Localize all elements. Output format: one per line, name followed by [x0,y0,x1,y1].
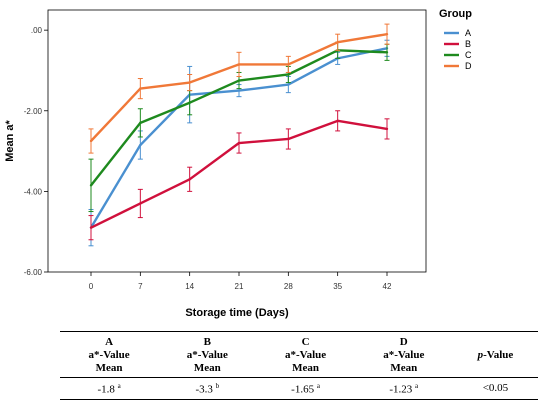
legend-label: C [465,50,472,60]
col-pvalue-spacer [452,331,538,349]
data-point [287,63,290,66]
legend-item-a: A [444,28,471,38]
col-c-value-num: -1.65 [291,383,315,396]
legend-item-b: B [444,39,471,49]
col-d-metric: a*-Value [383,349,425,361]
data-point [336,119,339,123]
data-point [385,32,389,36]
x-axis-title: Storage time (Days) [185,307,289,319]
data-point [188,81,191,84]
chart-svg: 0 7 14 21 28 35 42 .00 -2.00 -4.00 -6.00 Storage … [4,8,472,319]
col-b-value: -3.3 b [158,377,257,400]
col-d-name: D [354,331,453,349]
data-point [385,127,389,131]
col-a-metric: a*-Value [88,349,130,361]
data-point [89,139,93,143]
table-value-row: -1.8 a -3.3 b -1.65 a -1.23 a <0.05 [60,377,538,400]
pvalue-header-rest: -Value [483,349,514,361]
col-c-stat: Mean [256,362,355,378]
col-d-sig-letter: a [415,382,419,390]
x-tick-label: 42 [383,282,392,291]
data-point [287,137,290,141]
x-tick-label: 21 [235,282,244,291]
x-tick-label: 0 [89,282,94,291]
data-point [188,178,191,181]
col-d-stat: Mean [354,362,453,378]
pvalue-header-italic: p [477,349,484,361]
y-tick-label: -4.00 [24,187,43,196]
data-point [237,63,241,66]
col-a-name: A [60,331,159,349]
col-d-value: -1.23 a [354,377,453,400]
pvalue-header: p-Value [453,349,538,362]
y-axis-title: Mean a* [4,119,16,161]
data-point [139,87,142,90]
x-tick-label: 14 [185,282,194,291]
col-b-sig-letter: b [215,382,220,390]
data-point [139,143,142,147]
stats-table: A B C D a*-Value a*-Value a*-Value a*-Va… [60,331,538,400]
x-tick-label: 35 [333,282,342,291]
data-point [287,83,290,86]
col-a-value: -1.8 a [60,377,159,400]
col-a-stat: Mean [60,362,159,378]
col-c-value: -1.65 a [256,377,355,400]
data-point [237,141,241,145]
plot-frame [47,9,427,273]
data-point [385,51,389,54]
y-tick-label: -2.00 [24,107,43,116]
legend-label: A [465,28,471,38]
data-point [188,101,191,104]
series-d [88,23,390,154]
data-point [336,41,339,44]
col-b-metric: a*-Value [186,349,228,361]
col-pvalue-spacer-2 [452,362,538,378]
col-c-name: C [256,331,355,349]
col-a-sig-letter: a [117,382,121,390]
x-tick-label: 28 [284,282,293,291]
data-point [139,202,142,205]
data-point [287,73,290,76]
col-d-value-num: -1.23 [389,383,413,396]
col-b-value-num: -3.3 [195,383,213,396]
data-point [237,79,241,82]
legend-label: B [465,39,471,49]
x-tick-label: 7 [138,282,143,291]
y-tick-label: .00 [31,26,43,35]
col-c-metric: a*-Value [284,349,327,361]
legend-item-d: D [444,61,472,71]
col-c-sig-letter: a [316,382,320,390]
table-header-row-1: A B C D [60,331,538,349]
col-b-stat: Mean [158,362,257,378]
legend-label: D [465,61,472,71]
y-tick-label: -6.00 [24,268,43,277]
series-group [88,23,390,247]
col-b-name: B [158,331,257,349]
legend-title: Group [439,8,472,20]
table-header-row-2: a*-Value a*-Value a*-Value a*-Value p-Va… [60,349,538,362]
data-point [237,89,241,92]
legend-item-c: C [444,50,472,60]
table-header-row-3: Mean Mean Mean Mean [60,362,538,378]
line-chart: 0 7 14 21 28 35 42 .00 -2.00 -4.00 -6.00 Storage … [4,8,472,319]
col-a-value-num: -1.8 [97,383,115,396]
data-point [89,184,93,187]
pvalue-value: <0.05 [452,377,538,400]
data-point [89,226,93,229]
series-b [88,110,390,241]
x-axis-ticks: 0 7 14 21 28 35 42 [89,272,392,291]
y-axis-ticks: .00 -2.00 -4.00 -6.00 [24,26,48,277]
data-point [139,121,142,125]
